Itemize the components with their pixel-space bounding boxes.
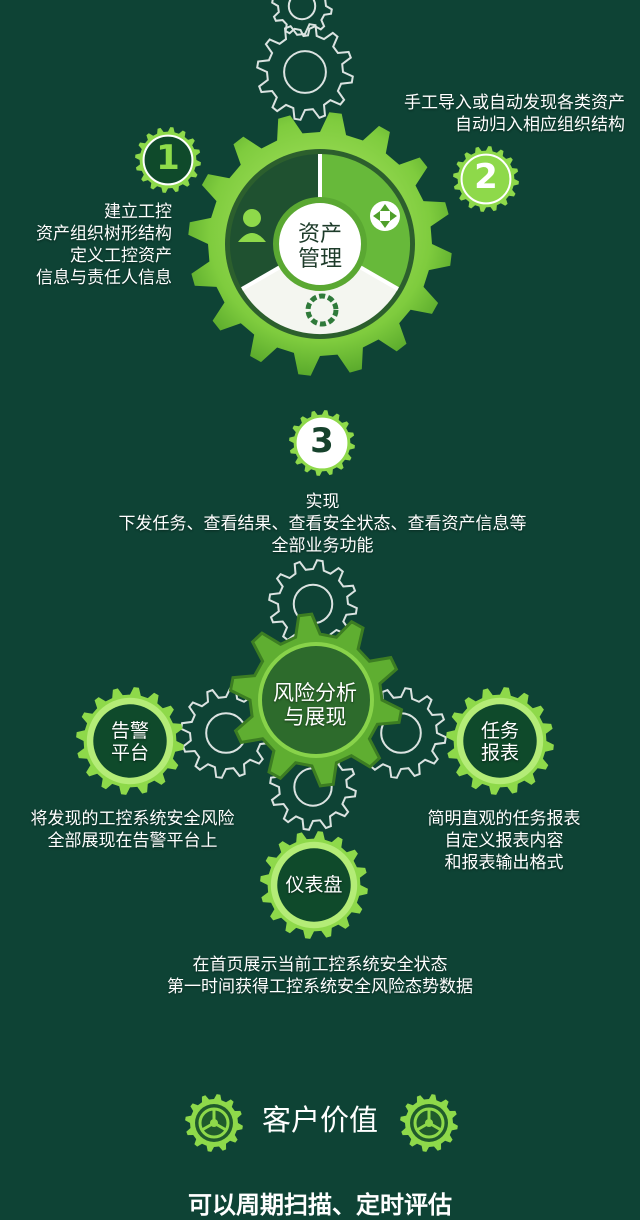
report-gear-icon: [446, 687, 554, 795]
badge-gear-face: [460, 153, 512, 205]
alarm-gear-icon: [76, 687, 184, 795]
outline-gear-icon: [271, 0, 333, 38]
left-steering-gear-icon: [185, 1094, 243, 1152]
asset-management-gear: [188, 112, 452, 376]
hub-circle: [273, 197, 367, 291]
risk-analysis-gear: [228, 612, 404, 788]
step-1-number: 1: [156, 138, 180, 178]
report-desc-line: 简明直观的任务报表: [427, 809, 581, 829]
risk-hub-line: 与展现: [283, 705, 347, 729]
move-arrows-icon: [370, 201, 400, 231]
customer-value-title: 客户价值: [261, 1103, 378, 1137]
risk-hub-label: 风险分析 与展现: [250, 681, 380, 729]
right-steering-gear-icon: [400, 1094, 458, 1152]
step-1-badge: 1: [132, 124, 204, 196]
report-desc-line: 自定义报表内容: [444, 831, 564, 851]
step-3-badge: 3: [286, 407, 358, 479]
alarm-description: 将发现的工控系统安全风险 全部展现在告警平台上: [0, 808, 265, 852]
step-3-description: 实现 下发任务、查看结果、查看安全状态、查看资产信息等 全部业务功能: [40, 491, 605, 557]
step-1-description: 建立工控 资产组织树形结构 定义工控资产 信息与责任人信息: [0, 201, 172, 289]
step-2-line: 自动归入相应组织结构: [455, 115, 625, 135]
step-2-description: 手工导入或自动发现各类资产 自动归入相应组织结构: [340, 92, 625, 136]
badge-gear-face: [142, 134, 194, 186]
wheel-spoke: [213, 1121, 227, 1132]
asset-hub-label: 资产 管理: [270, 222, 370, 272]
alarm-platform-badge: 告警 平台: [72, 683, 188, 799]
badge-gear-face: [277, 848, 351, 922]
step-1-line: 定义工控资产: [70, 246, 172, 266]
step-3-line: 实现: [305, 492, 340, 512]
cycle-arrows-icon: [305, 293, 339, 327]
outline-gear-icon: [180, 687, 272, 779]
dashboard-label: 仪表盘: [285, 874, 343, 896]
asset-hub-line: 资产: [297, 222, 342, 247]
alarm-line: 平台: [110, 742, 149, 764]
step-3-gear-icon: [289, 410, 355, 476]
dashboard-desc-line: 在首页展示当前工控系统安全状态: [192, 955, 448, 975]
step-1-line: 建立工控: [104, 202, 172, 222]
dashboard-description: 在首页展示当前工控系统安全状态 第一时间获得工控系统安全风险态势数据: [80, 954, 560, 998]
badge-gear-face: [93, 704, 167, 778]
risk-hub-line: 风险分析: [273, 681, 357, 705]
outline-gear-icon: [256, 23, 354, 121]
alarm-desc-line: 全部展现在告警平台上: [47, 831, 218, 851]
wheel-spoke: [416, 1121, 430, 1132]
badge-gear-face: [463, 704, 537, 778]
step-3-line: 下发任务、查看结果、查看安全状态、查看资产信息等: [118, 514, 527, 534]
report-description: 简明直观的任务报表 自定义报表内容 和报表输出格式: [398, 808, 610, 874]
task-report-badge: 任务 报表: [442, 683, 558, 799]
step-2-number: 2: [474, 157, 498, 197]
report-line: 报表: [480, 742, 519, 764]
alarm-line: 告警: [110, 720, 149, 742]
outline-gear-icon: [268, 559, 358, 649]
customer-value-partial-line: 可以周期扫描、定时评估: [188, 1191, 452, 1219]
step-2-line: 手工导入或自动发现各类资产: [404, 93, 625, 113]
step-1-line: 资产组织树形结构: [36, 224, 172, 244]
outline-gear-hub: [287, 0, 317, 21]
asset-hub-line: 管理: [297, 247, 342, 272]
report-line: 任务: [480, 720, 519, 742]
wheel-spoke: [201, 1121, 215, 1132]
alarm-desc-line: 将发现的工控系统安全风险: [30, 809, 235, 829]
wheel-spoke: [428, 1121, 442, 1132]
report-label: 任务 报表: [442, 720, 558, 764]
outline-gear-hub: [283, 50, 327, 94]
step-2-gear-icon: [453, 146, 519, 212]
step-3-line: 全部业务功能: [271, 536, 374, 556]
step-1-line: 信息与责任人信息: [36, 268, 172, 288]
dashboard-gear-icon: [260, 831, 368, 939]
user-check-icon: [243, 209, 261, 227]
user-check-icon-body: [238, 233, 266, 242]
dashboard-desc-line: 第一时间获得工控系统安全风险态势数据: [167, 977, 473, 997]
alarm-label: 告警 平台: [72, 720, 188, 764]
step-3-number: 3: [310, 421, 334, 461]
risk-gear-face: [258, 642, 374, 758]
badge-gear-face: [296, 417, 348, 469]
dashboard-badge: 仪表盘: [256, 827, 372, 943]
move-arrows-glyph: [373, 204, 397, 228]
report-desc-line: 和报表输出格式: [444, 853, 564, 873]
step-1-gear-icon: [135, 127, 201, 193]
step-2-badge: 2: [450, 143, 522, 215]
